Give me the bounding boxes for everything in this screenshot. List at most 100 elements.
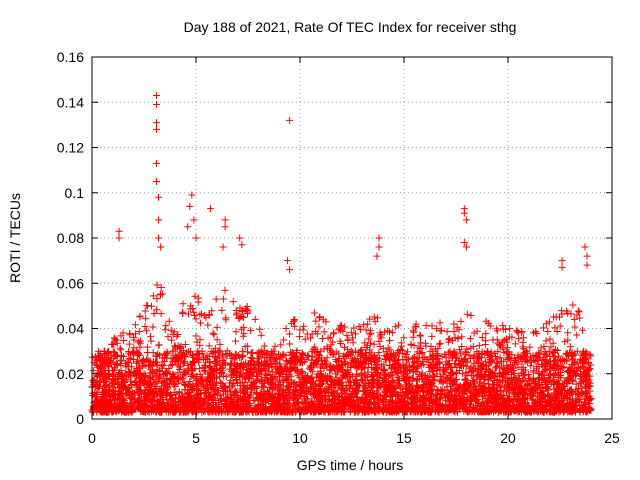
data-point — [296, 326, 304, 334]
data-point — [579, 326, 587, 334]
data-point — [286, 340, 294, 348]
data-point — [285, 371, 293, 379]
data-point — [565, 349, 573, 357]
data-point — [319, 334, 327, 342]
data-point — [130, 333, 138, 341]
data-point — [544, 328, 552, 336]
data-point — [125, 359, 133, 367]
data-point — [174, 369, 182, 377]
data-point — [469, 376, 477, 384]
data-point — [215, 352, 223, 360]
data-point — [113, 339, 121, 347]
data-point — [477, 354, 485, 362]
data-point — [121, 378, 129, 386]
data-point — [221, 286, 229, 294]
data-point — [390, 356, 398, 364]
data-point — [459, 370, 467, 378]
data-point — [436, 319, 444, 327]
data-point — [410, 342, 418, 350]
data-point — [181, 340, 189, 348]
data-point — [192, 332, 200, 340]
data-point — [146, 332, 154, 340]
data-point — [291, 316, 299, 324]
data-point — [213, 323, 221, 331]
data-point — [126, 329, 134, 337]
data-point — [256, 325, 264, 333]
data-point — [475, 342, 483, 350]
data-point — [478, 334, 486, 342]
data-point — [577, 402, 585, 410]
data-point — [216, 378, 224, 386]
data-point — [481, 357, 489, 365]
data-point — [119, 329, 127, 337]
data-point — [491, 349, 499, 357]
data-point — [400, 334, 408, 342]
data-point — [131, 389, 139, 397]
data-point — [160, 350, 168, 358]
data-point — [446, 382, 454, 390]
data-point — [436, 339, 444, 347]
data-point — [97, 370, 105, 378]
data-point — [468, 407, 476, 415]
data-point — [148, 302, 156, 310]
data-point — [469, 353, 477, 361]
data-point — [515, 335, 523, 343]
data-point — [493, 327, 501, 335]
data-point — [286, 389, 294, 397]
data-point — [426, 361, 434, 369]
data-point — [404, 348, 412, 356]
data-point — [161, 326, 169, 334]
data-point — [409, 327, 417, 335]
data-point — [141, 323, 149, 331]
data-point — [179, 310, 187, 318]
data-point — [356, 325, 364, 333]
data-point — [450, 320, 458, 328]
data-point — [135, 327, 143, 335]
data-point — [191, 312, 199, 320]
data-point — [434, 363, 442, 371]
data-point — [572, 380, 580, 388]
data-point — [319, 316, 327, 324]
data-point — [131, 321, 139, 329]
data-point — [450, 328, 458, 335]
data-point — [511, 340, 519, 348]
data-point — [329, 330, 337, 338]
data-point — [300, 322, 308, 330]
data-point — [533, 329, 541, 337]
data-point — [220, 388, 228, 396]
data-point — [289, 379, 297, 387]
data-point — [470, 329, 478, 337]
data-point — [208, 307, 216, 315]
data-point — [216, 340, 224, 348]
data-point — [500, 357, 508, 365]
data-point — [286, 330, 294, 338]
data-point — [410, 328, 418, 336]
data-point — [377, 334, 385, 342]
data-point — [555, 352, 563, 360]
data-point — [492, 353, 500, 361]
data-point — [348, 347, 356, 355]
data-point — [433, 370, 441, 378]
data-point — [326, 334, 334, 342]
data-point — [251, 362, 259, 370]
data-point — [416, 331, 424, 339]
data-point — [184, 310, 192, 318]
data-point — [115, 381, 123, 389]
data-point — [155, 341, 163, 349]
data-point — [569, 301, 577, 309]
data-point — [256, 377, 264, 385]
data-point — [212, 403, 220, 411]
data-point — [463, 310, 471, 318]
data-point — [195, 365, 203, 373]
data-point — [564, 336, 572, 344]
data-point — [336, 324, 344, 332]
data-point — [282, 324, 290, 332]
data-point — [467, 312, 475, 320]
data-point — [432, 325, 440, 333]
data-point — [519, 343, 527, 351]
data-point — [534, 370, 542, 378]
data-point — [366, 315, 374, 323]
data-point — [218, 306, 226, 314]
data-point — [256, 367, 264, 375]
